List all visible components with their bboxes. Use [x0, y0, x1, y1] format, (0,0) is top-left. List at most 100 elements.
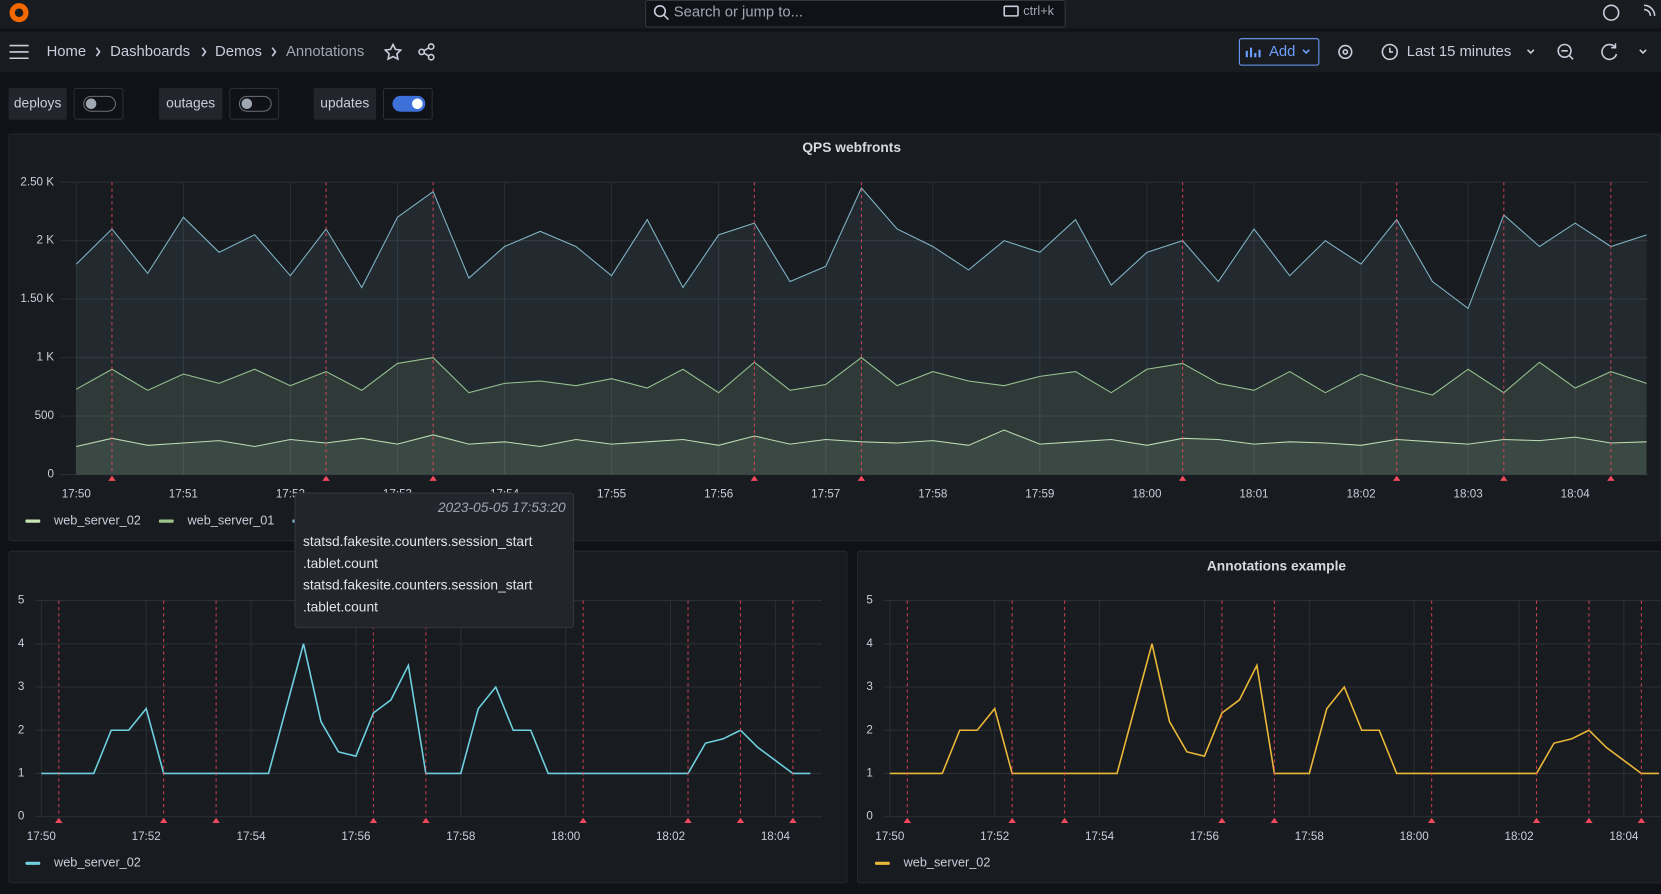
y-tick-label: 0: [866, 810, 873, 823]
tooltip-time: 2023-05-05 17:53:20: [437, 500, 566, 515]
annotation-marker[interactable]: [1008, 817, 1016, 824]
panel: [856, 550, 1661, 884]
annotation-marker[interactable]: [429, 475, 437, 481]
variables: deploys outages updates: [8, 87, 433, 120]
annotation-marker[interactable]: [1532, 817, 1541, 824]
series-line: [75, 187, 1647, 310]
x-tick-label: 18:04: [761, 830, 791, 843]
x-tick-label: 17:58: [918, 488, 947, 501]
annotation-marker[interactable]: [1270, 817, 1279, 824]
annotation-marker[interactable]: [1500, 475, 1508, 481]
clock-icon: [1381, 43, 1399, 61]
annotation-marker[interactable]: [1637, 817, 1646, 824]
annotation-marker[interactable]: [1218, 817, 1226, 824]
x-tick-label: 17:54: [236, 830, 266, 843]
legend-label[interactable]: web_server_02: [903, 855, 991, 870]
annotation-marker[interactable]: [322, 475, 330, 481]
variable-label: deploys: [14, 95, 62, 110]
area: [76, 357, 1647, 475]
y-tick-label: 5: [866, 594, 872, 607]
annotation-marker[interactable]: [422, 817, 430, 824]
annotation-marker[interactable]: [857, 475, 866, 481]
x-tick-label: 17:56: [1190, 830, 1219, 843]
legend-label[interactable]: web_server_02: [53, 513, 141, 528]
legend-swatch[interactable]: [25, 861, 41, 865]
x-tick-label: 17:58: [446, 830, 475, 843]
legend-swatch[interactable]: [874, 861, 890, 865]
y-tick-label: 500: [35, 409, 55, 422]
x-tick-label: 18:01: [1239, 488, 1268, 501]
annotation-marker[interactable]: [1178, 475, 1187, 481]
x-tick-label: 18:02: [1346, 488, 1375, 501]
breadcrumb[interactable]: Home: [47, 44, 87, 60]
add-label[interactable]: Add: [1269, 44, 1295, 60]
search-placeholder[interactable]: Search or jump to...: [674, 5, 803, 21]
annotation-marker[interactable]: [55, 817, 63, 824]
time-range[interactable]: Last 15 minutes: [1407, 44, 1512, 60]
x-tick-label: 18:02: [1504, 830, 1533, 843]
annotation-marker[interactable]: [369, 817, 378, 824]
y-tick-label: 3: [866, 680, 872, 693]
annotation-marker[interactable]: [1060, 817, 1069, 824]
annotation-marker[interactable]: [579, 817, 587, 824]
legend-swatch[interactable]: [158, 519, 174, 523]
breadcrumb[interactable]: Dashboards: [110, 44, 190, 60]
annotation-marker[interactable]: [750, 475, 759, 481]
separator: [95, 47, 101, 57]
legend-swatch[interactable]: [25, 519, 41, 523]
annotation-marker[interactable]: [108, 475, 116, 481]
annotation-marker[interactable]: [736, 817, 745, 824]
search-box[interactable]: [645, 0, 1066, 28]
annotation-marker[interactable]: [212, 817, 220, 824]
search-icon: [653, 5, 667, 18]
search-shortcut: ctrl+k: [1023, 3, 1054, 18]
annotation-marker[interactable]: [1427, 817, 1436, 824]
annotation-marker[interactable]: [1607, 475, 1615, 481]
annotation-marker[interactable]: [903, 817, 912, 824]
y-tick-label: 2.50 K: [20, 175, 54, 188]
share-icon[interactable]: [418, 43, 435, 61]
add-button[interactable]: [1238, 38, 1320, 66]
zoom-out-icon[interactable]: [1557, 43, 1572, 58]
news-icon[interactable]: [1643, 4, 1656, 17]
x-tick-label: 17:56: [704, 488, 733, 501]
refresh-icon[interactable]: [1601, 43, 1618, 61]
refresh-menu[interactable]: [1639, 49, 1647, 55]
x-tick-label: 17:54: [1085, 830, 1115, 843]
toggle-knob[interactable]: [85, 98, 97, 110]
variable-label-box: [158, 87, 223, 120]
legend-label[interactable]: web_server_02: [53, 855, 141, 870]
tooltip-box: [294, 492, 575, 629]
annotation-marker[interactable]: [159, 817, 168, 824]
series-line: [76, 429, 1647, 448]
x-tick-label: 17:56: [341, 830, 370, 843]
panel-title: QPS webfronts: [802, 140, 901, 155]
menu-icon[interactable]: [9, 44, 29, 60]
annotation-marker[interactable]: [684, 817, 692, 824]
y-tick-label: 4: [18, 637, 25, 650]
annotation-marker[interactable]: [789, 817, 797, 824]
x-tick-label: 17:52: [980, 830, 1009, 843]
x-tick-label: 17:55: [597, 488, 626, 501]
y-tick-label: 0: [18, 810, 25, 823]
settings-icon[interactable]: [1338, 44, 1353, 60]
x-tick-label: 18:00: [1132, 488, 1162, 501]
breadcrumb[interactable]: Demos: [215, 44, 262, 60]
toggle-knob[interactable]: [412, 98, 423, 110]
variable-label: updates: [320, 95, 369, 110]
x-tick-label: 18:04: [1609, 830, 1639, 843]
grafana-logo[interactable]: [9, 3, 29, 23]
x-tick-label: 17:59: [1025, 488, 1054, 501]
y-tick-label: 0: [48, 468, 55, 481]
y-tick-label: 1 K: [37, 351, 55, 364]
toggle-knob[interactable]: [241, 98, 253, 110]
help-icon[interactable]: [1603, 4, 1620, 21]
legend-label[interactable]: web_server_01: [186, 513, 274, 528]
annotation-marker[interactable]: [1585, 817, 1593, 824]
annotation-marker[interactable]: [1393, 475, 1401, 481]
star-icon[interactable]: [383, 42, 403, 61]
x-tick-label: 18:02: [656, 830, 685, 843]
